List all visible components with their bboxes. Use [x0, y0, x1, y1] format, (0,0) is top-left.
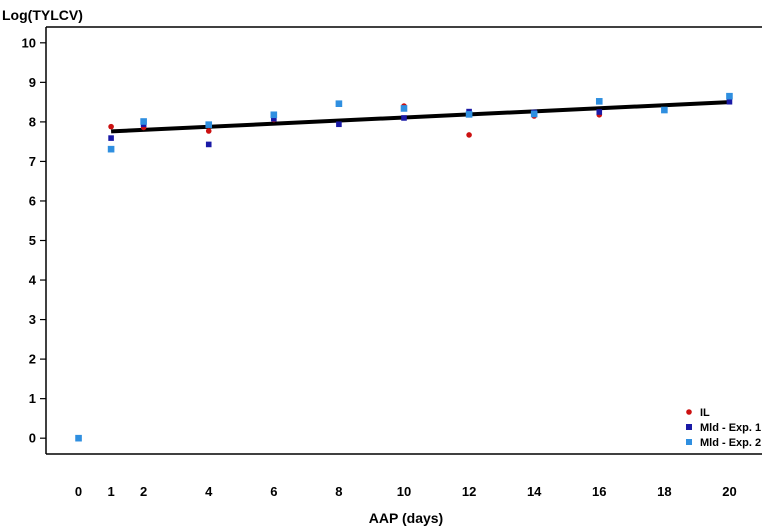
point-2-1: [107, 145, 115, 153]
point-1-4: [336, 121, 342, 128]
legend-label-2: Mld - Exp. 2: [700, 437, 761, 449]
legend-marker-0: [686, 409, 692, 415]
x-tick-label-16: 16: [592, 484, 606, 499]
point-2-6: [400, 105, 408, 112]
point-2-11: [726, 92, 733, 100]
point-2-7: [465, 111, 473, 118]
y-tick-label-3: 3: [29, 312, 36, 327]
legend: IL Mld - Exp. 1 Mld - Exp. 2: [686, 407, 761, 449]
legend-label-0: IL: [700, 407, 710, 419]
legend-marker-2: [686, 439, 692, 445]
x-tick-label-2: 2: [140, 484, 147, 499]
y-tick-label-5: 5: [29, 233, 36, 248]
trendline: [110, 100, 730, 134]
point-0-5: [466, 132, 472, 138]
x-tick-label-18: 18: [657, 484, 671, 499]
point-2-2: [140, 118, 147, 125]
point-2-0: [75, 434, 82, 442]
point-2-9: [595, 98, 603, 105]
y-tick-label-4: 4: [29, 273, 37, 288]
point-1-3: [271, 115, 277, 122]
x-tick-label-20: 20: [722, 484, 736, 499]
x-tick-label-10: 10: [397, 484, 411, 499]
y-axis-title: Log(TYLCV): [2, 7, 83, 23]
x-tick-label-6: 6: [270, 484, 277, 499]
y-tick-label-6: 6: [29, 193, 36, 208]
x-tick-label-8: 8: [335, 484, 342, 499]
x-axis-title: AAP (days): [369, 510, 443, 526]
y-tick-label-10: 10: [22, 35, 36, 50]
x-tick-label-4: 4: [205, 484, 213, 499]
x-tick-label-0: 0: [75, 484, 82, 499]
y-tick-label-7: 7: [29, 154, 36, 169]
point-0-0: [108, 123, 114, 130]
y-tick-label-2: 2: [29, 352, 36, 367]
y-tick-label-1: 1: [29, 391, 36, 406]
y-tick-label-8: 8: [29, 114, 36, 129]
legend-marker-1: [686, 424, 692, 430]
data-marks: [75, 92, 733, 442]
y-tick-label-9: 9: [29, 75, 36, 90]
x-tick-label-14: 14: [527, 484, 542, 499]
point-2-10: [661, 106, 668, 114]
axes: [45, 26, 762, 455]
x-tick-label-1: 1: [107, 484, 114, 499]
point-1-5: [401, 115, 407, 121]
y-tick-label-0: 0: [29, 431, 36, 446]
point-2-4: [270, 111, 278, 119]
point-1-0: [108, 135, 114, 141]
point-0-2: [205, 128, 212, 134]
point-2-5: [335, 100, 343, 108]
point-2-3: [205, 121, 213, 128]
point-2-8: [530, 110, 538, 118]
point-1-9: [726, 98, 733, 105]
legend-label-1: Mld - Exp. 1: [700, 422, 761, 434]
point-1-2: [205, 141, 212, 148]
point-1-8: [596, 109, 603, 115]
x-tick-label-12: 12: [462, 484, 476, 499]
series-2: [75, 92, 733, 442]
